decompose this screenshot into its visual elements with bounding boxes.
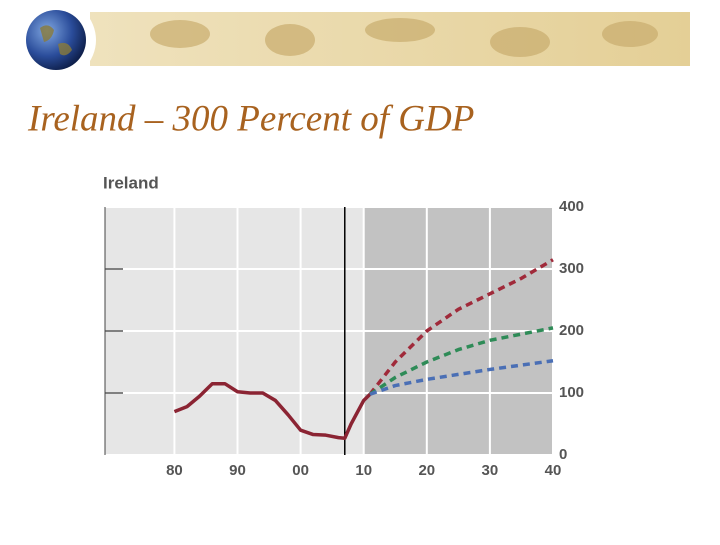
map-decoration xyxy=(150,18,658,57)
plot-area: 0 100 200 300 400 80 90 00 10 20 30 40 xyxy=(104,198,584,479)
series-line xyxy=(368,258,554,396)
y-tick-label: 200 xyxy=(559,322,584,339)
globe-land xyxy=(40,25,72,56)
x-tick-label: 40 xyxy=(545,462,562,479)
y-tick-label: 0 xyxy=(559,446,567,463)
series-line xyxy=(369,359,554,396)
x-tick-label: 20 xyxy=(418,462,435,479)
globe xyxy=(26,10,86,70)
slide-title: Ireland – 300 Percent of GDP xyxy=(27,98,474,139)
y-tick-label: 100 xyxy=(559,384,584,401)
x-tick-label: 00 xyxy=(292,462,309,479)
x-tick-label: 30 xyxy=(482,462,499,479)
y-tick-label: 400 xyxy=(559,198,584,215)
series-line xyxy=(173,381,372,441)
x-tick-label: 10 xyxy=(355,462,372,479)
chart-title: Ireland xyxy=(103,173,159,192)
series-line xyxy=(369,326,554,396)
y-tick-label: 300 xyxy=(559,260,584,277)
x-tick-label: 90 xyxy=(229,462,246,479)
x-tick-label: 80 xyxy=(166,462,183,479)
